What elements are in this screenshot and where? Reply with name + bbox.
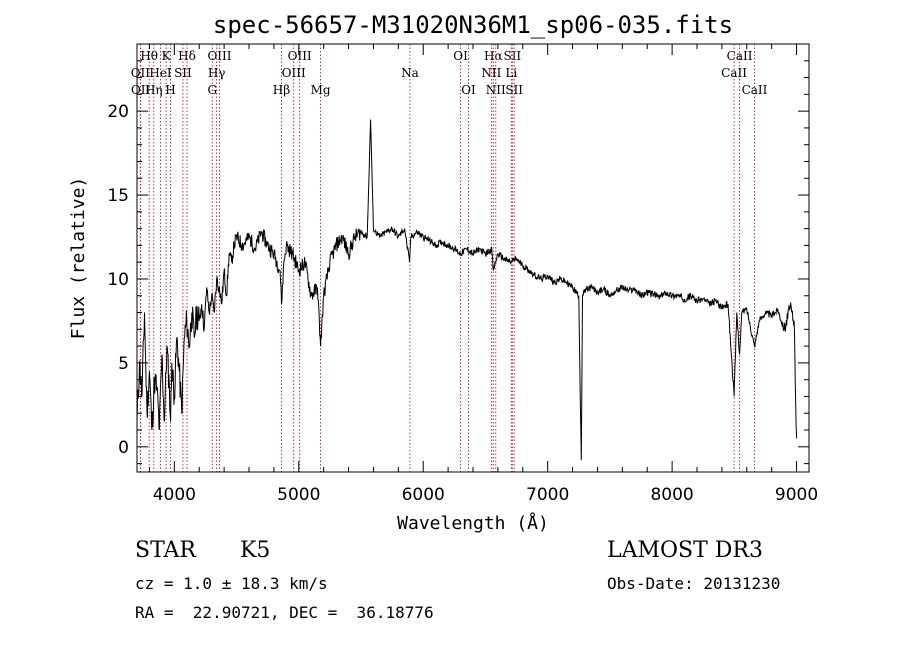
y-tick-label: 5	[118, 354, 129, 374]
line-marker-label-19: Hα	[484, 49, 503, 63]
chart-title: spec-56657-M31020N36M1_sp06-035.fits	[213, 11, 733, 39]
x-tick-label: 4000	[153, 485, 196, 505]
line-marker-label-7: SII	[174, 66, 192, 80]
line-marker-label-16: Na	[401, 66, 419, 80]
observation-date: Obs-Date: 20131230	[607, 574, 781, 593]
y-tick-label: 0	[118, 438, 129, 458]
y-axis-label: Flux (relative)	[68, 177, 89, 340]
spectrum-series	[136, 119, 798, 461]
survey-name: LAMOST DR3	[607, 538, 763, 563]
line-marker-label-4: Hη	[145, 83, 163, 97]
spectrum-line	[136, 119, 798, 461]
x-tick-label: 8000	[650, 485, 693, 505]
line-marker-label-8: Hδ	[178, 49, 196, 63]
line-marker-label-26: CaII	[721, 66, 747, 80]
x-tick-label: 6000	[402, 485, 445, 505]
line-marker-label-22: SII	[503, 49, 521, 63]
y-tick-label: 20	[107, 102, 129, 122]
line-marker-label-13: OIII	[288, 49, 312, 63]
line-marker-label-23: Li	[505, 66, 517, 80]
line-marker-label-12: Hβ	[273, 83, 290, 97]
y-tick-label: 15	[107, 186, 129, 206]
line-marker-label-10: Hγ	[208, 66, 226, 80]
line-marker-label-9: OIII	[207, 49, 231, 63]
line-marker-label-3: HeI	[149, 66, 172, 80]
line-marker-label-17: OI	[453, 49, 468, 63]
x-tick-label: 9000	[775, 485, 818, 505]
y-tick-label: 10	[107, 270, 129, 290]
line-marker-label-15: Mg	[311, 83, 331, 97]
line-marker-label-18: OI	[461, 83, 476, 97]
line-marker-label-24: SII	[505, 83, 523, 97]
line-marker-label-27: CaII	[742, 83, 768, 97]
line-marker-label-21: NII	[486, 83, 506, 97]
redshift-velocity: cz = 1.0 ± 18.3 km/s	[135, 574, 328, 593]
object-class: STAR	[135, 538, 196, 563]
line-marker-label-25: CaII	[727, 49, 753, 63]
x-axis: 4000 5000 6000 7000 8000 9000	[148, 44, 818, 505]
line-marker-label-20: NII	[481, 66, 501, 80]
line-marker-label-2: OII	[131, 83, 151, 97]
line-marker-label-5: K	[162, 49, 172, 63]
x-axis-label: Wavelength (Å)	[397, 512, 549, 534]
y-axis: 0 5 10 15 20	[107, 60, 809, 465]
plot-frame	[136, 43, 810, 473]
sky-coordinates: RA = 22.90721, DEC = 36.18776	[135, 603, 434, 622]
x-tick-label: 5000	[277, 485, 320, 505]
line-marker-label-6: H	[165, 83, 175, 97]
spectral-subclass: K5	[240, 538, 271, 563]
line-marker-label-11: G	[207, 83, 217, 97]
line-marker-label-14: OIII	[282, 66, 306, 80]
line-marker-label-0: Hθ	[140, 49, 158, 63]
x-tick-label: 7000	[526, 485, 569, 505]
